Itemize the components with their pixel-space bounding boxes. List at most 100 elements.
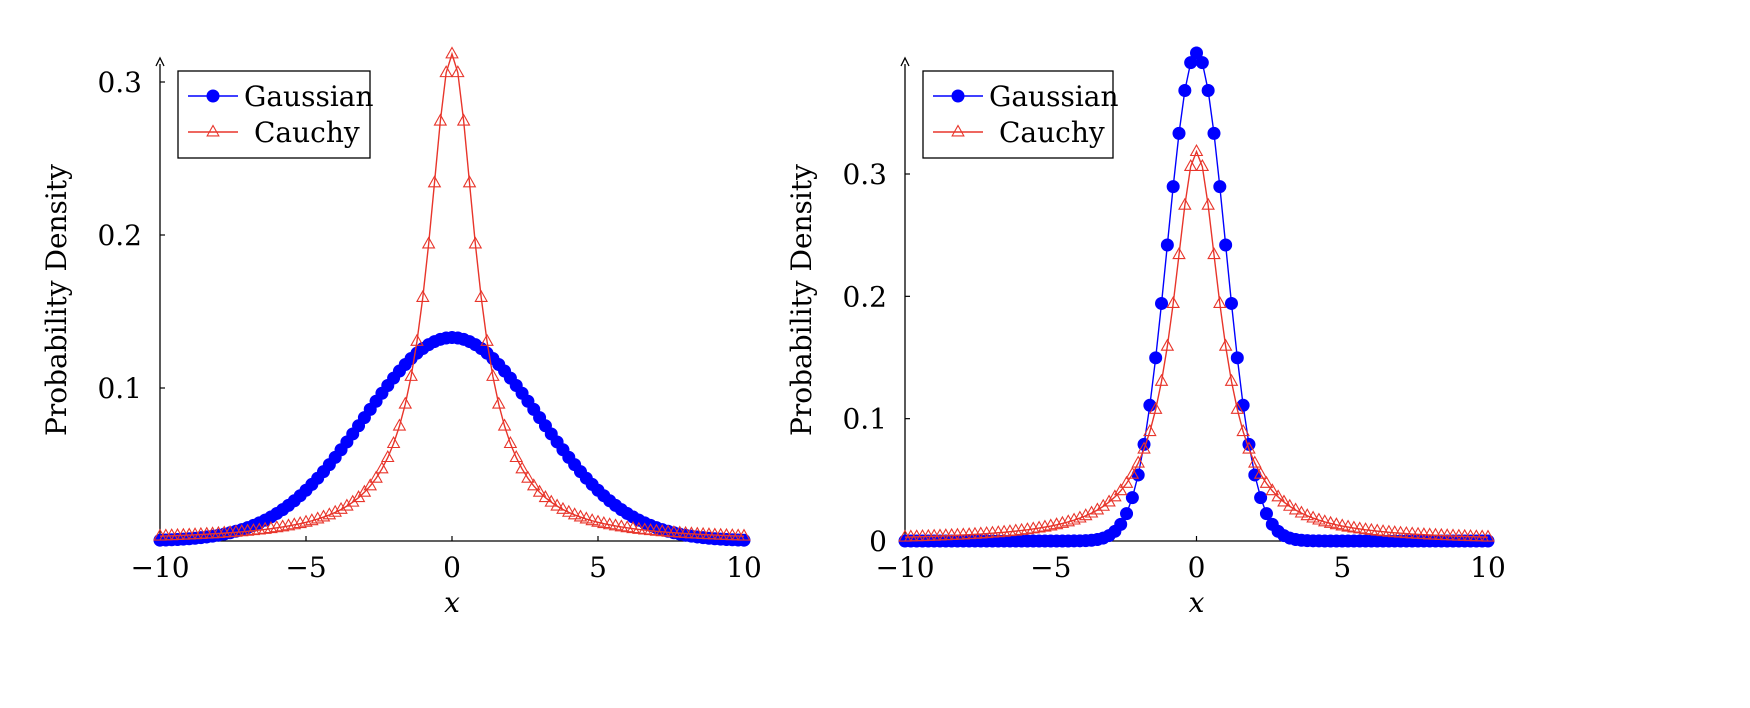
data-point-gaussian (1207, 126, 1221, 140)
data-point-cauchy (532, 484, 547, 497)
data-point-cauchy (1143, 423, 1157, 437)
data-point-cauchy (486, 368, 500, 381)
data-point-gaussian (1195, 56, 1209, 70)
data-point-cauchy (1096, 498, 1111, 511)
x-tick-label: 5 (589, 551, 607, 584)
legend-label-cauchy: Cauchy (999, 116, 1105, 149)
data-point-cauchy (334, 501, 348, 514)
data-point-cauchy (439, 65, 453, 78)
data-point-cauchy (1078, 508, 1093, 521)
x-tick-label: 0 (1188, 551, 1206, 584)
data-point-gaussian (1125, 491, 1139, 505)
data-point-cauchy (299, 514, 313, 527)
data-point-cauchy (1277, 494, 1291, 507)
data-point-cauchy (550, 498, 564, 511)
data-point-cauchy (462, 175, 477, 188)
data-point-cauchy (1090, 502, 1105, 515)
data-point-cauchy (480, 333, 494, 346)
series-line-gaussian (159, 336, 745, 541)
data-point-cauchy (544, 494, 559, 507)
data-point-cauchy (328, 504, 342, 517)
data-point-cauchy (1189, 143, 1204, 157)
data-point-gaussian (1190, 46, 1204, 60)
data-point-gaussian (1178, 83, 1192, 97)
series-gaussian (153, 331, 751, 547)
data-point-cauchy (404, 368, 418, 381)
data-point-cauchy (445, 46, 459, 59)
data-point-cauchy (1061, 514, 1076, 527)
data-point-gaussian (1224, 296, 1238, 310)
data-point-cauchy (585, 513, 599, 526)
data-point-gaussian (1120, 507, 1134, 521)
series-line-cauchy (904, 149, 1489, 538)
data-point-cauchy (305, 513, 319, 526)
data-point-cauchy (1201, 197, 1215, 210)
data-point-cauchy (1248, 455, 1262, 468)
data-point-cauchy (1172, 247, 1186, 260)
legend-marker-triangle-icon (951, 124, 965, 137)
data-point-cauchy (357, 484, 372, 497)
data-point-cauchy (1481, 529, 1495, 542)
data-point-cauchy (1253, 466, 1268, 479)
data-point-cauchy (427, 175, 442, 188)
x-tick-label: 0 (443, 551, 461, 584)
data-point-cauchy (468, 236, 483, 249)
data-point-cauchy (1230, 401, 1245, 414)
data-point-cauchy (1323, 515, 1338, 528)
data-point-cauchy (1154, 373, 1169, 386)
y-tick-label: 0.3 (842, 158, 887, 191)
data-point-cauchy (567, 507, 582, 520)
data-point-cauchy (1166, 295, 1180, 309)
data-point-cauchy (1213, 295, 1227, 309)
data-point-cauchy (386, 435, 401, 449)
data-point-cauchy (1294, 505, 1309, 518)
data-point-cauchy (1218, 338, 1233, 351)
data-point-cauchy (1317, 514, 1332, 527)
data-point-cauchy (293, 516, 307, 529)
legend-marker-circle-icon (206, 89, 220, 103)
data-point-cauchy (474, 289, 488, 302)
x-tick-label: 10 (1470, 551, 1506, 584)
data-point-cauchy (1282, 498, 1297, 511)
data-point-gaussian (1201, 83, 1215, 97)
data-point-cauchy (456, 113, 471, 126)
data-point-gaussian (1114, 517, 1128, 531)
data-point-gaussian (1172, 126, 1186, 140)
data-point-cauchy (737, 528, 751, 541)
y-tick-label: 0.3 (97, 66, 142, 99)
data-point-cauchy (503, 435, 518, 449)
y-axis-label: Probability Density (40, 164, 73, 436)
data-point-cauchy (1288, 502, 1303, 515)
data-point-cauchy (310, 511, 325, 524)
data-point-cauchy (1067, 512, 1081, 525)
data-point-cauchy (1119, 475, 1134, 488)
series-cauchy (898, 143, 1495, 542)
legend-box (177, 70, 371, 159)
legend-marker-circle-icon (951, 89, 965, 103)
data-point-cauchy (1131, 455, 1145, 468)
data-point-cauchy (1300, 508, 1315, 521)
data-point-cauchy (1084, 505, 1099, 518)
data-point-cauchy (1148, 401, 1163, 414)
left-chart: −10 −5 0 5 10 0.1 0.2 0.3 x Probability Density Ga… (40, 46, 762, 619)
data-point-cauchy (1242, 441, 1256, 454)
data-point-gaussian (1160, 238, 1174, 252)
data-point-cauchy (410, 333, 424, 346)
data-point-cauchy (1073, 510, 1087, 523)
data-point-cauchy (1160, 338, 1175, 351)
data-point-cauchy (526, 478, 541, 491)
data-point-cauchy (1265, 483, 1280, 496)
data-point-gaussian (1149, 351, 1163, 365)
data-point-cauchy (375, 461, 389, 474)
data-point-cauchy (433, 113, 448, 126)
data-point-cauchy (573, 509, 588, 522)
data-point-cauchy (597, 516, 611, 529)
data-point-gaussian (1219, 238, 1233, 252)
legend-marker-triangle-icon (206, 124, 220, 137)
data-point-cauchy (392, 418, 407, 431)
data-point-cauchy (556, 501, 570, 514)
data-point-cauchy (509, 449, 524, 463)
